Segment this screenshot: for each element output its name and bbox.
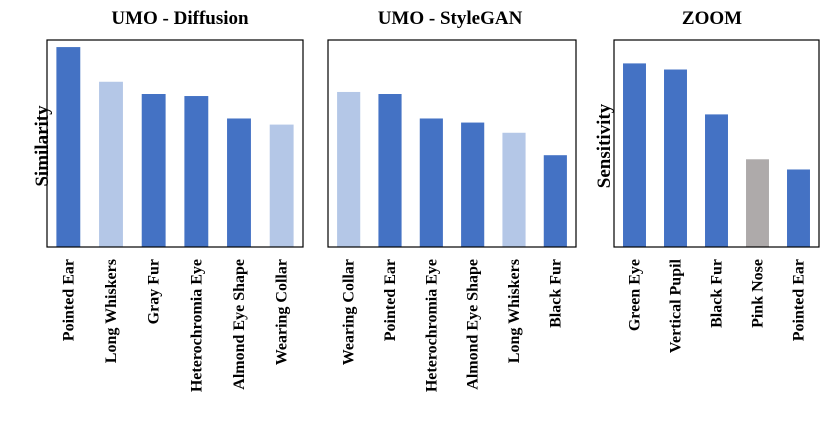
bar-pointed-ear [787,169,810,247]
bar-wearing-collar [337,91,361,248]
x-tick-label: Gray Fur [146,259,163,324]
x-tick-label: Black Fur [547,259,564,328]
y-axis-label: Similarity [32,105,53,187]
x-tick-label: Long Whiskers [103,259,120,363]
chart-title: UMO - StyleGAN [378,8,523,29]
x-tick-label: Wearing Collar [341,259,358,365]
chart-title: ZOOM [682,8,742,29]
bar-pointed-ear [378,94,402,247]
x-tick-label: Heterochromia Eye [423,259,440,392]
bar-pointed-ear [56,47,81,247]
x-tick-label: Pointed Ear [60,259,77,341]
bar-heterochromia-eye [419,118,443,247]
chart-panel-2: UMO - StyleGAN Wearing Collar Pointed Ear H… [327,8,577,392]
x-tick-label: Almond Eye Shape [231,259,248,390]
x-tick-label: Heterochromia Eye [188,259,205,392]
bar-black-fur [543,155,567,247]
x-tick-label: Pointed Ear [791,259,808,341]
bar-green-eye [623,63,646,248]
x-tick-label: Wearing Collar [274,259,291,365]
chart-panel-3: ZOOM Sensitivity Green Eye Vertical Pupil Bl… [594,8,820,353]
x-tick-label: Green Eye [627,259,644,331]
bar-almond-eye-shape [227,118,251,247]
plot-frame [327,39,577,248]
plot-frame [46,39,304,248]
x-tick-label: Pink Nose [750,259,767,328]
bar-almond-eye-shape [461,122,485,247]
x-tick-label: Long Whiskers [506,259,523,363]
chart-panel-1: UMO - Diffusion Similarity Pointed Ear Long… [32,8,304,392]
bar-black-fur [705,114,728,248]
x-tick-label: Almond Eye Shape [465,259,482,390]
bar-pink-nose [746,159,769,247]
y-axis-label: Sensitivity [594,103,615,188]
x-tick-label: Pointed Ear [382,259,399,341]
bar-long-whiskers [99,81,123,247]
bar-long-whiskers [502,132,526,247]
bar-gray-fur [141,94,166,247]
chart-title: UMO - Diffusion [111,8,249,29]
bar-heterochromia-eye [184,96,209,247]
plot-frame [613,39,820,248]
x-tick-label: Vertical Pupil [668,258,685,353]
bar-vertical-pupil [664,69,687,248]
bar-wearing-collar [269,124,294,247]
x-tick-label: Black Fur [709,259,726,328]
